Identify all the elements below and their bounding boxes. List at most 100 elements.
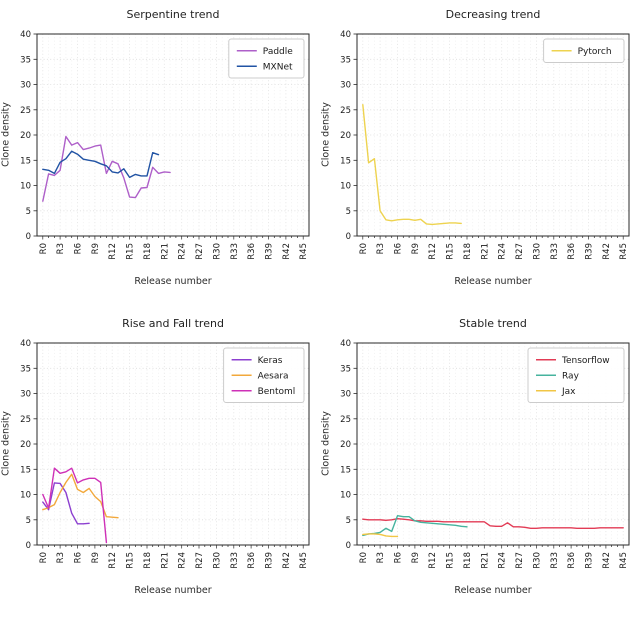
svg-text:10: 10 [20, 491, 31, 501]
svg-text:R27: R27 [195, 243, 205, 260]
svg-text:R39: R39 [585, 243, 595, 260]
svg-text:R30: R30 [532, 552, 542, 569]
panel-serpentine-trend: Serpentine trend Clone density 0 5 10 15 20 2… [0, 0, 320, 309]
svg-text:R42: R42 [282, 243, 292, 260]
svg-text:R36: R36 [567, 552, 577, 569]
svg-text:15: 15 [20, 465, 31, 475]
chart-title-stable: Stable trend [459, 317, 527, 330]
panel-decreasing-trend: Decreasing trend Clone density 0 5 10 15 20 2… [320, 0, 640, 309]
svg-text:R12: R12 [108, 552, 118, 569]
svg-text:R39: R39 [585, 552, 595, 569]
chart-title-decreasing: Decreasing trend [445, 8, 541, 21]
plot-decreasing-trend: 0 5 10 15 20 25 30 35 40 R0 R3 R6 R9 R12 R15 R18 R21 R24 R… [340, 30, 630, 260]
plot-serpentine-trend: 0 5 10 15 20 25 30 35 40 R0 R3 R6 R9 R12 R15 R18 R21 R24 R… [20, 30, 310, 260]
svg-text:R3: R3 [376, 243, 386, 254]
svg-text:30: 30 [20, 81, 31, 91]
svg-text:R42: R42 [602, 552, 612, 569]
svg-text:20: 20 [20, 440, 31, 450]
svg-text:R39: R39 [265, 243, 275, 260]
svg-text:R0: R0 [39, 243, 49, 254]
svg-text:R21: R21 [160, 243, 170, 260]
svg-text:R0: R0 [359, 243, 369, 254]
svg-text:30: 30 [340, 390, 351, 400]
svg-text:25: 25 [20, 106, 31, 116]
plot-rise-and-fall-trend: 0 5 10 15 20 25 30 35 40 R0 R3 R6 R9 R12 R15 R18 R21 R24 R… [20, 339, 310, 569]
panel-stable-trend: Stable trend Clone density 0 5 10 15 20 25 30 3… [320, 309, 640, 618]
svg-text:Tensorflow: Tensorflow [561, 356, 610, 366]
svg-text:R18: R18 [143, 552, 153, 569]
svg-text:0: 0 [26, 232, 31, 242]
svg-text:R30: R30 [212, 552, 222, 569]
svg-text:R24: R24 [498, 243, 508, 260]
chart-title-rise-and-fall: Rise and Fall trend [122, 317, 224, 330]
svg-text:R3: R3 [56, 243, 66, 254]
svg-text:R45: R45 [299, 552, 309, 569]
svg-text:0: 0 [346, 541, 351, 551]
svg-text:35: 35 [20, 364, 31, 374]
svg-text:Keras: Keras [258, 356, 283, 366]
svg-text:R12: R12 [108, 243, 118, 260]
svg-text:25: 25 [340, 106, 351, 116]
svg-text:30: 30 [20, 390, 31, 400]
svg-text:R15: R15 [446, 552, 456, 569]
svg-text:R18: R18 [463, 243, 473, 260]
x-axis-label: Release number [134, 276, 212, 287]
panel-rise-and-fall-trend: Rise and Fall trend Clone density 0 5 10 15… [0, 309, 320, 618]
svg-text:5: 5 [346, 207, 351, 217]
svg-text:MXNet: MXNet [263, 63, 293, 73]
svg-text:35: 35 [340, 55, 351, 65]
svg-text:R33: R33 [230, 552, 240, 569]
svg-text:R12: R12 [428, 243, 438, 260]
svg-text:30: 30 [340, 81, 351, 91]
svg-text:R30: R30 [212, 243, 222, 260]
svg-text:R18: R18 [143, 243, 153, 260]
svg-text:R27: R27 [515, 552, 525, 569]
svg-text:10: 10 [20, 182, 31, 192]
svg-text:5: 5 [26, 516, 31, 526]
svg-text:Jax: Jax [561, 387, 576, 397]
svg-text:R6: R6 [74, 552, 84, 563]
svg-text:15: 15 [340, 156, 351, 166]
svg-text:R3: R3 [56, 552, 66, 563]
svg-text:5: 5 [346, 516, 351, 526]
svg-text:35: 35 [20, 55, 31, 65]
chart-title-serpentine: Serpentine trend [126, 8, 220, 21]
svg-text:Pytorch: Pytorch [578, 47, 612, 57]
svg-text:R45: R45 [299, 243, 309, 260]
svg-text:R6: R6 [394, 552, 404, 563]
svg-text:R45: R45 [619, 243, 629, 260]
svg-text:R9: R9 [411, 243, 421, 254]
svg-text:R39: R39 [265, 552, 275, 569]
svg-text:R18: R18 [463, 552, 473, 569]
svg-text:R15: R15 [126, 243, 136, 260]
svg-text:R6: R6 [394, 243, 404, 254]
svg-text:R6: R6 [74, 243, 84, 254]
svg-text:0: 0 [26, 541, 31, 551]
svg-text:R36: R36 [247, 552, 257, 569]
svg-text:R42: R42 [282, 552, 292, 569]
svg-text:R24: R24 [178, 552, 188, 569]
svg-text:R15: R15 [126, 552, 136, 569]
svg-text:R0: R0 [39, 552, 49, 563]
svg-text:R33: R33 [550, 552, 560, 569]
svg-text:R9: R9 [91, 552, 101, 563]
svg-text:R33: R33 [550, 243, 560, 260]
svg-text:R27: R27 [195, 552, 205, 569]
svg-text:Paddle: Paddle [263, 47, 293, 57]
svg-text:R21: R21 [160, 552, 170, 569]
svg-text:15: 15 [20, 156, 31, 166]
svg-text:R0: R0 [359, 552, 369, 563]
svg-text:Ray: Ray [562, 372, 580, 382]
svg-text:R36: R36 [567, 243, 577, 260]
svg-text:20: 20 [340, 131, 351, 141]
svg-text:40: 40 [20, 30, 31, 40]
svg-text:35: 35 [340, 364, 351, 374]
svg-text:20: 20 [340, 440, 351, 450]
svg-text:R3: R3 [376, 552, 386, 563]
svg-text:R33: R33 [230, 243, 240, 260]
svg-text:40: 40 [20, 339, 31, 349]
plot-stable-trend: 0 5 10 15 20 25 30 35 40 R0 R3 R6 R9 R12 R15 R18 R21 R24 R… [340, 339, 630, 569]
svg-text:Aesara: Aesara [258, 372, 289, 382]
x-axis-label: Release number [454, 276, 532, 287]
